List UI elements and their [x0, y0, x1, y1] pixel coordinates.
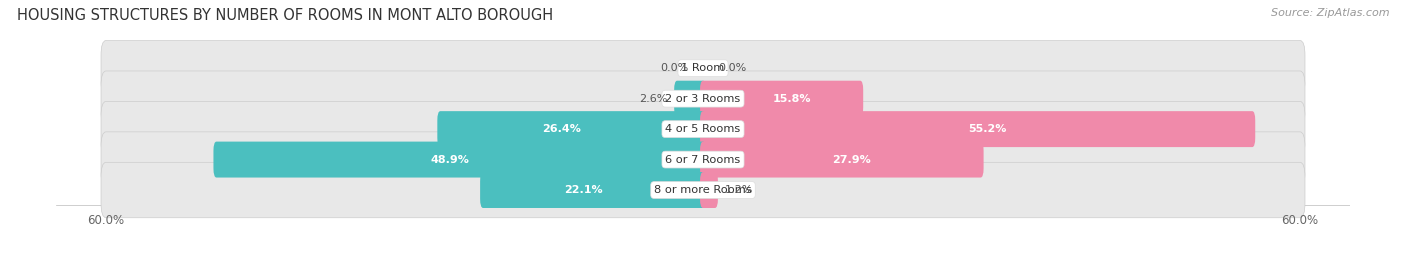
FancyBboxPatch shape [101, 71, 1305, 126]
Text: 8 or more Rooms: 8 or more Rooms [654, 185, 752, 195]
FancyBboxPatch shape [700, 172, 718, 208]
Legend: Owner-occupied, Renter-occupied: Owner-occupied, Renter-occupied [565, 264, 841, 269]
Text: 27.9%: 27.9% [832, 155, 872, 165]
FancyBboxPatch shape [700, 81, 863, 117]
FancyBboxPatch shape [437, 111, 706, 147]
Text: 22.1%: 22.1% [564, 185, 602, 195]
FancyBboxPatch shape [101, 162, 1305, 218]
FancyBboxPatch shape [214, 141, 706, 178]
FancyBboxPatch shape [101, 101, 1305, 157]
FancyBboxPatch shape [700, 111, 1256, 147]
FancyBboxPatch shape [479, 172, 706, 208]
Text: 2.6%: 2.6% [638, 94, 668, 104]
Text: 0.0%: 0.0% [659, 63, 688, 73]
Text: 15.8%: 15.8% [772, 94, 811, 104]
FancyBboxPatch shape [700, 141, 984, 178]
Text: 6 or 7 Rooms: 6 or 7 Rooms [665, 155, 741, 165]
Text: 55.2%: 55.2% [969, 124, 1007, 134]
Text: 0.0%: 0.0% [718, 63, 747, 73]
FancyBboxPatch shape [673, 81, 706, 117]
Text: Source: ZipAtlas.com: Source: ZipAtlas.com [1271, 8, 1389, 18]
Text: 1 Room: 1 Room [682, 63, 724, 73]
FancyBboxPatch shape [101, 132, 1305, 187]
Text: 4 or 5 Rooms: 4 or 5 Rooms [665, 124, 741, 134]
Text: 48.9%: 48.9% [430, 155, 470, 165]
Text: 1.2%: 1.2% [725, 185, 754, 195]
FancyBboxPatch shape [101, 41, 1305, 96]
Text: 2 or 3 Rooms: 2 or 3 Rooms [665, 94, 741, 104]
Text: 26.4%: 26.4% [543, 124, 581, 134]
Text: HOUSING STRUCTURES BY NUMBER OF ROOMS IN MONT ALTO BOROUGH: HOUSING STRUCTURES BY NUMBER OF ROOMS IN… [17, 8, 553, 23]
